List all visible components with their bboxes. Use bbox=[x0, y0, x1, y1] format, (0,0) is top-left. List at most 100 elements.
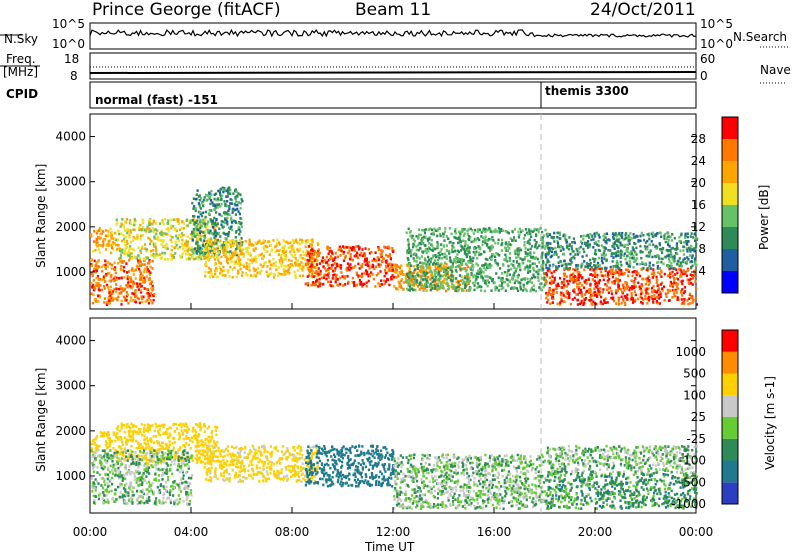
cell bbox=[561, 300, 563, 303]
cell bbox=[308, 259, 310, 262]
cell bbox=[468, 249, 470, 252]
cell bbox=[570, 274, 572, 277]
cell bbox=[352, 266, 354, 269]
cell bbox=[669, 289, 671, 292]
cell bbox=[646, 302, 648, 305]
cell bbox=[307, 275, 309, 278]
cell bbox=[94, 249, 96, 252]
cell bbox=[302, 275, 304, 278]
cell bbox=[535, 256, 537, 259]
cell bbox=[475, 275, 477, 278]
cell bbox=[465, 270, 467, 273]
cell bbox=[290, 263, 292, 266]
cell bbox=[598, 282, 600, 285]
cell bbox=[316, 279, 318, 282]
cell bbox=[545, 282, 547, 285]
cell bbox=[482, 230, 484, 233]
cell bbox=[217, 222, 219, 225]
cell bbox=[533, 284, 535, 287]
cell bbox=[295, 257, 297, 260]
cell bbox=[253, 259, 255, 262]
cell bbox=[197, 216, 199, 219]
cell bbox=[535, 271, 537, 274]
cell bbox=[679, 275, 681, 278]
cell bbox=[107, 230, 109, 233]
cell bbox=[689, 247, 691, 250]
cell bbox=[536, 246, 538, 249]
cell bbox=[575, 264, 577, 267]
cell bbox=[316, 260, 318, 263]
cell bbox=[594, 294, 596, 297]
cell bbox=[332, 277, 334, 280]
y-tick-label: 3000 bbox=[55, 175, 86, 189]
cell bbox=[384, 275, 386, 278]
cell bbox=[556, 291, 558, 294]
cell bbox=[97, 295, 99, 298]
cell bbox=[196, 461, 198, 464]
cell bbox=[458, 258, 460, 261]
cell bbox=[364, 272, 366, 275]
cell bbox=[413, 282, 415, 285]
cell bbox=[362, 284, 364, 287]
cell bbox=[137, 442, 139, 445]
cell bbox=[564, 234, 566, 237]
cell bbox=[500, 244, 502, 247]
cell bbox=[437, 228, 439, 231]
cell bbox=[183, 429, 185, 432]
cell bbox=[542, 265, 544, 268]
cell bbox=[331, 264, 333, 267]
cell bbox=[254, 256, 256, 259]
cell bbox=[285, 241, 287, 244]
cell bbox=[501, 249, 503, 252]
cell bbox=[199, 227, 201, 230]
cell bbox=[379, 284, 381, 287]
cell bbox=[118, 288, 120, 291]
cell bbox=[421, 242, 423, 245]
cell bbox=[229, 250, 231, 253]
cell bbox=[173, 437, 175, 440]
cell bbox=[453, 246, 455, 249]
cell bbox=[279, 259, 281, 262]
cell bbox=[461, 263, 463, 266]
cell bbox=[573, 250, 575, 253]
cell bbox=[226, 211, 228, 214]
cell bbox=[174, 227, 176, 230]
cell bbox=[316, 263, 318, 266]
cell bbox=[620, 264, 622, 267]
cell bbox=[652, 232, 654, 235]
cell bbox=[150, 287, 152, 290]
cell bbox=[126, 423, 128, 426]
cell bbox=[199, 238, 201, 241]
cell bbox=[263, 255, 265, 258]
cell bbox=[342, 245, 344, 248]
cell bbox=[108, 289, 110, 292]
cell bbox=[349, 269, 351, 272]
cell bbox=[234, 203, 236, 206]
cell bbox=[215, 254, 217, 257]
cell bbox=[465, 253, 467, 256]
cell bbox=[93, 286, 95, 289]
cell bbox=[467, 244, 469, 247]
cell bbox=[262, 239, 264, 242]
cell bbox=[431, 249, 433, 252]
cell bbox=[640, 293, 642, 296]
cell bbox=[431, 239, 433, 242]
cell bbox=[647, 267, 649, 270]
cell bbox=[311, 238, 313, 241]
cell bbox=[455, 289, 457, 292]
cell bbox=[483, 266, 485, 269]
cell bbox=[329, 247, 331, 250]
cell bbox=[104, 297, 106, 300]
cell bbox=[140, 251, 142, 254]
cell bbox=[545, 267, 547, 270]
cell bbox=[693, 248, 695, 251]
cell bbox=[143, 430, 145, 433]
cell bbox=[224, 246, 226, 249]
cell bbox=[281, 273, 283, 276]
cell bbox=[610, 272, 612, 275]
cell bbox=[239, 213, 241, 216]
cell bbox=[269, 273, 271, 276]
cell bbox=[522, 229, 524, 232]
cell bbox=[498, 239, 500, 242]
cell bbox=[289, 251, 291, 254]
